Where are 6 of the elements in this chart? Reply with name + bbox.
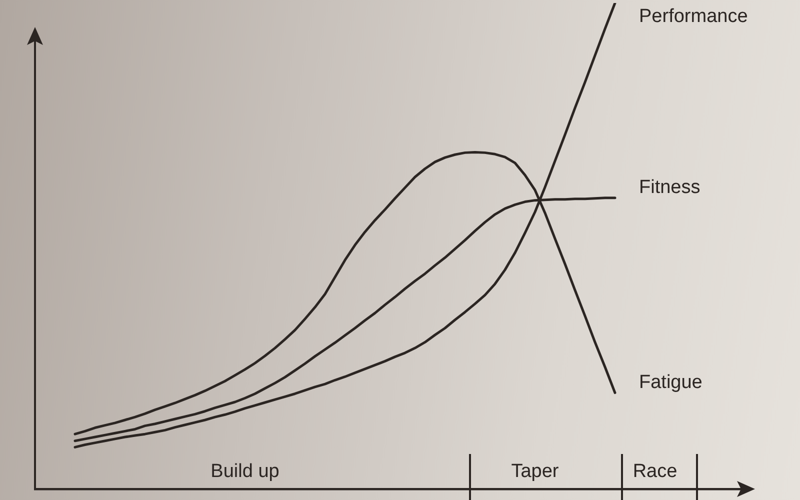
- x-tick-label: Race: [632, 460, 678, 482]
- series-label: Fatigue: [639, 372, 702, 394]
- x-tick-label: Taper: [511, 460, 560, 482]
- series-label: Performance: [639, 6, 748, 28]
- x-tick-label: Build up: [210, 460, 280, 482]
- series-label: Fitness: [639, 177, 700, 198]
